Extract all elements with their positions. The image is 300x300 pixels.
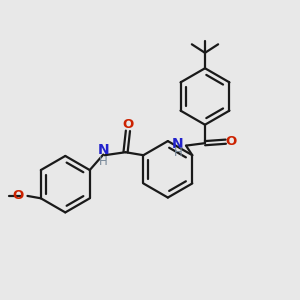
- Text: O: O: [122, 118, 134, 131]
- Text: N: N: [98, 143, 109, 157]
- Text: N: N: [171, 137, 183, 151]
- Text: O: O: [226, 135, 237, 148]
- Text: H: H: [99, 154, 108, 168]
- Text: H: H: [174, 146, 183, 159]
- Text: O: O: [13, 189, 24, 202]
